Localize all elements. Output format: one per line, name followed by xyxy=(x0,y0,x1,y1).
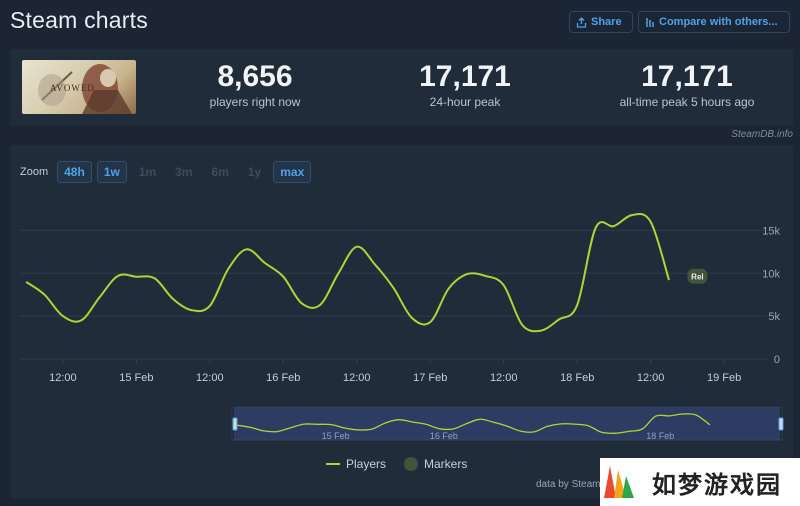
zoom-1w-button[interactable]: 1w xyxy=(96,161,127,183)
watermark-logo-icon xyxy=(604,466,634,498)
share-button[interactable]: Share xyxy=(569,11,633,33)
stat-current-value: 8,656 xyxy=(217,60,293,93)
zoom-6m-button[interactable]: 6m xyxy=(211,165,229,179)
navigator-tick-label: 18 Feb xyxy=(646,431,674,441)
stat-current: 8,656 players right now xyxy=(190,60,320,110)
game-logo-text: AVOWED xyxy=(50,83,95,93)
navigator-selection[interactable] xyxy=(234,407,780,440)
players-series-line[interactable] xyxy=(25,213,670,333)
navigator-tick-label: 15 Feb xyxy=(322,431,350,441)
zoom-1y-button[interactable]: 1y xyxy=(247,165,262,179)
x-tick-label: 17 Feb xyxy=(413,372,447,384)
data-credit: data by Steam xyxy=(536,479,601,490)
y-tick-label: 10k xyxy=(762,268,780,280)
compare-label: Compare with others... xyxy=(659,16,778,28)
stat-24h-peak: 17,171 24-hour peak xyxy=(400,60,530,110)
game-artwork: AVOWED xyxy=(38,64,132,114)
y-tick-label: 0 xyxy=(774,354,780,366)
watermark: 如梦游戏园 xyxy=(600,458,800,506)
release-marker-label: Rel xyxy=(691,273,703,282)
page-title: Steam charts xyxy=(10,7,148,33)
navigator-right-handle[interactable] xyxy=(778,417,784,431)
x-tick-label: 15 Feb xyxy=(119,372,153,384)
y-tick-label: 5k xyxy=(768,311,780,323)
y-tick-label: 15k xyxy=(762,225,780,237)
stat-all-time-peak: 17,171 all-time peak 5 hours ago xyxy=(602,60,772,110)
legend-markers-swatch xyxy=(404,457,419,471)
legend-players[interactable]: Players xyxy=(326,457,386,471)
x-tick-label: 19 Feb xyxy=(707,372,741,384)
navigator-left-handle[interactable] xyxy=(232,417,238,431)
zoom-3m-button[interactable]: 3m xyxy=(175,165,193,179)
navigator-series-line xyxy=(236,413,711,435)
legend-players-label: Players xyxy=(346,457,387,471)
stat-current-label: players right now xyxy=(209,95,301,109)
legend-players-swatch xyxy=(326,463,340,465)
legend-markers-label: Markers xyxy=(424,457,468,471)
chart-panel: Zoom 48h 1w 1m 3m 6m 1y max 0 5k 10k 15k 12:… xyxy=(10,145,793,498)
legend-markers[interactable]: Markers xyxy=(404,457,467,471)
stat-all-time-peak-value: 17,171 xyxy=(641,60,733,93)
stat-24h-peak-value: 17,171 xyxy=(419,60,511,93)
chart-legend: Players Markers xyxy=(326,457,467,471)
stat-24h-peak-label: 24-hour peak xyxy=(429,95,501,109)
x-tick-label: 12:00 xyxy=(637,372,665,384)
zoom-1m-button[interactable]: 1m xyxy=(138,165,157,179)
navigator-tick-label: 16 Feb xyxy=(430,431,458,441)
x-tick-label: 18 Feb xyxy=(560,372,594,384)
zoom-max-button[interactable]: max xyxy=(273,161,312,183)
x-tick-label: 12:00 xyxy=(49,372,77,384)
zoom-48h-button[interactable]: 48h xyxy=(57,161,92,183)
game-thumbnail[interactable]: AVOWED xyxy=(22,60,136,114)
x-tick-label: 12:00 xyxy=(490,372,518,384)
release-marker[interactable] xyxy=(687,268,708,284)
steamdb-credit[interactable]: SteamDB.info xyxy=(731,129,793,140)
x-tick-label: 16 Feb xyxy=(266,372,300,384)
share-icon xyxy=(576,16,587,28)
share-label: Share xyxy=(591,16,622,28)
stats-panel: AVOWED 8,656 players right now 17,171 24… xyxy=(10,49,793,126)
zoom-controls: Zoom 48h 1w 1m 3m 6m 1y max xyxy=(20,161,312,183)
stat-all-time-peak-label: all-time peak 5 hours ago xyxy=(619,95,755,109)
compare-button[interactable]: Compare with others... xyxy=(638,11,790,33)
players-chart[interactable]: 0 5k 10k 15k 12:00 15 Feb 12:00 16 Feb 12:00 17 F… xyxy=(10,145,793,498)
zoom-label: Zoom xyxy=(20,166,49,178)
x-tick-label: 12:00 xyxy=(343,372,371,384)
x-tick-label: 12:00 xyxy=(196,372,224,384)
watermark-text: 如梦游戏园 xyxy=(652,470,782,499)
compare-icon xyxy=(645,17,655,28)
